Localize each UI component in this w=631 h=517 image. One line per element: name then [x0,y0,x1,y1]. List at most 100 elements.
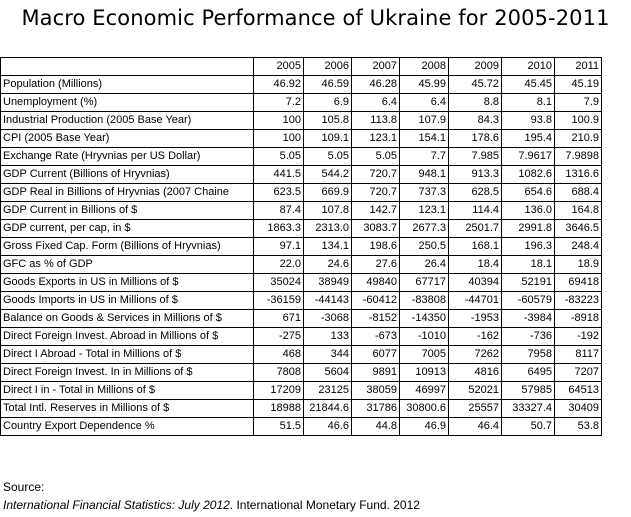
table-cell: 31786 [351,399,400,418]
table-cell: 198.6 [351,237,400,256]
table-cell: 45.45 [501,75,555,94]
table-cell: 3083.7 [351,219,400,238]
table-cell: 35024 [253,273,304,292]
table-cell: 46.9 [399,417,449,436]
table-cell: 69418 [554,273,602,292]
table-cell: 87.4 [253,201,304,220]
table-cell: 67717 [399,273,449,292]
table-cell: 9891 [351,363,400,382]
table-cell: 25557 [448,399,502,418]
table-cell: 123.1 [399,201,449,220]
row-label: Gross Fixed Cap. Form (Billions of Hryvn… [0,237,254,256]
table-cell: 24.6 [303,255,352,274]
row-label: Balance on Goods & Services in Millions … [0,309,254,328]
table-cell: 5.05 [351,147,400,166]
table-cell: 93.8 [501,111,555,130]
table-cell: -36159 [253,291,304,310]
table-row: Gross Fixed Cap. Form (Billions of Hryvn… [0,237,602,256]
table-cell: 38059 [351,381,400,400]
row-label: Population (Millions) [0,75,254,94]
row-label: Direct Foreign Invest. Abroad in Million… [0,327,254,346]
table-cell: 105.8 [303,111,352,130]
table-cell: 45.19 [554,75,602,94]
source-publication: International Financial Statistics: July… [3,498,230,512]
table-cell: 7.7 [399,147,449,166]
row-label: GDP Current (Billions of Hryvnias) [0,165,254,184]
table-cell: 4816 [448,363,502,382]
table-cell: 57985 [501,381,555,400]
table-row: Balance on Goods & Services in Millions … [0,309,602,328]
table-cell: 544.2 [303,165,352,184]
table-cell: -1953 [448,309,502,328]
table-cell: 5604 [303,363,352,382]
table-cell: 22.0 [253,255,304,274]
table-row: GDP Current in Billions of $87.4 107.8 142… [0,201,602,220]
table-cell: 44.8 [351,417,400,436]
table-cell: -8918 [554,309,602,328]
table-cell: 46997 [399,381,449,400]
table-cell: 2991.8 [501,219,555,238]
year-header-cell: 2010 [501,57,555,76]
table-cell: -673 [351,327,400,346]
table-row: Goods Exports in US in Millions of $3502… [0,273,602,292]
table-cell: 18.9 [554,255,602,274]
table-cell: 7.985 [448,147,502,166]
table-cell: 30409 [554,399,602,418]
table-cell: -8152 [351,309,400,328]
table-cell: 195.4 [501,129,555,148]
table-row: GDP Current (Billions of Hryvnias) 441.5 5… [0,165,602,184]
table-cell: 6077 [351,345,400,364]
table-row: Direct I in - Total in Millions of $1720… [0,381,602,400]
table-cell: -44143 [303,291,352,310]
year-header-cell: 2009 [448,57,502,76]
table-row: Total Intl. Reserves in Millions of $189… [0,399,602,418]
table-cell: 100 [253,129,304,148]
row-label: GDP Current in Billions of $ [0,201,254,220]
table-row: Goods Imports in US in Millions of $ -361… [0,291,602,310]
table-cell: 1082.6 [501,165,555,184]
table-cell: 134.1 [303,237,352,256]
table-cell: 18.4 [448,255,502,274]
table-cell: 123.1 [351,129,400,148]
table-cell: 7207 [554,363,602,382]
table-cell: 3646.5 [554,219,602,238]
table-cell: 26.4 [399,255,449,274]
header-corner-cell [0,57,254,76]
table-cell: 18988 [253,399,304,418]
table-cell: 114.4 [448,201,502,220]
source-citation: International Financial Statistics: July… [3,498,420,512]
table-cell: 344 [303,345,352,364]
table-cell: 948.1 [399,165,449,184]
table-row: Country Export Dependence % 51.5 46.6 44.8 4… [0,417,602,436]
table-cell: 7262 [448,345,502,364]
table-cell: 30800.6 [399,399,449,418]
row-label: Goods Exports in US in Millions of $ [0,273,254,292]
row-label: Country Export Dependence % [0,417,254,436]
table-cell: 84.3 [448,111,502,130]
table-cell: 7808 [253,363,304,382]
row-label: CPI (2005 Base Year) [0,129,254,148]
table-cell: 7.9 [554,93,602,112]
table-cell: 1316.6 [554,165,602,184]
table-cell: 7.9617 [501,147,555,166]
table-cell: 7.2 [253,93,304,112]
table-row: Exchange Rate (Hryvnias per US Dollar) 5.… [0,147,602,166]
table-cell: 46.28 [351,75,400,94]
year-header-cell: 2011 [554,57,602,76]
row-label: GDP Real in Billions of Hryvnias (2007 C… [0,183,254,202]
table-cell: 100 [253,111,304,130]
table-cell: 64513 [554,381,602,400]
table-cell: 178.6 [448,129,502,148]
table-cell: 6.9 [303,93,352,112]
table-cell: 136.0 [501,201,555,220]
macro-data-table: 2005 2006 2007 2008 2009 2010 2011 Population (… [0,57,602,436]
table-cell: 97.1 [253,237,304,256]
table-cell: 720.7 [351,165,400,184]
table-cell: 6.4 [399,93,449,112]
table-cell: 168.1 [448,237,502,256]
table-title: Macro Economic Performance of Ukraine fo… [21,6,610,30]
table-cell: 671 [253,309,304,328]
table-cell: 654.6 [501,183,555,202]
table-row: GDP current, per cap, in $1863.3 2313.0 30… [0,219,602,238]
table-cell: 45.72 [448,75,502,94]
